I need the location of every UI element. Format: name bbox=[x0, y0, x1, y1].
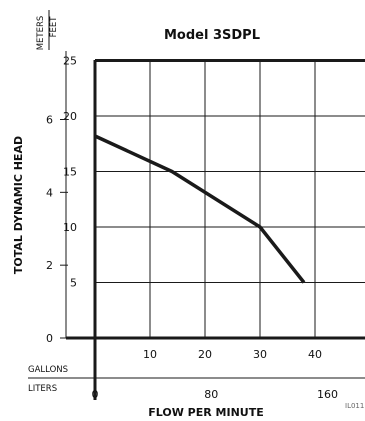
chart-title: Model 3SDPL bbox=[164, 28, 260, 43]
y-tick-feet-5: 5 bbox=[70, 277, 77, 290]
y-tick-feet-15: 15 bbox=[63, 166, 77, 179]
grid bbox=[95, 59, 365, 338]
x-tick-liters-0: 0 bbox=[92, 388, 99, 401]
x-unit-gallons: GALLONS bbox=[28, 365, 68, 375]
y-tick-meters-4: 4 bbox=[46, 186, 53, 199]
axes bbox=[28, 51, 365, 400]
y-tick-meters-0: 0 bbox=[46, 332, 53, 345]
x-tick-gallons-20: 20 bbox=[198, 348, 212, 361]
y-tick-feet-10: 10 bbox=[63, 221, 77, 234]
x-unit-liters: LITERS bbox=[28, 384, 57, 394]
x-ticks-gallons: 102030405 bbox=[143, 348, 322, 361]
x-tick-gallons-30: 30 bbox=[253, 348, 267, 361]
performance-curve-0 bbox=[94, 134, 306, 284]
y-tick-feet-25: 25 bbox=[63, 55, 77, 68]
x-ticks-liters: 0 80 160 bbox=[92, 388, 338, 401]
y-unit-feet: FEET bbox=[49, 16, 59, 38]
y-tick-meters-2: 2 bbox=[46, 259, 53, 272]
x-tick-liters-160: 160 bbox=[317, 388, 338, 401]
x-axis-label: FLOW PER MINUTE bbox=[148, 406, 264, 419]
y-ticks-meters: 0 2 4 6 bbox=[46, 113, 68, 345]
y-unit-meters: METERS bbox=[36, 16, 46, 51]
y-axis-label: TOTAL DYNAMIC HEAD bbox=[12, 136, 25, 274]
x-tick-gallons-10: 10 bbox=[143, 348, 157, 361]
x-tick-gallons-40: 40 bbox=[308, 348, 322, 361]
series bbox=[94, 134, 306, 284]
y-ticks-feet: 5 10 15 20 25 bbox=[63, 55, 77, 290]
y-tick-meters-6: 6 bbox=[46, 113, 53, 126]
y-tick-feet-20: 20 bbox=[63, 110, 77, 123]
figure-code: IL011 bbox=[345, 402, 364, 410]
x-tick-liters-80: 80 bbox=[204, 388, 218, 401]
